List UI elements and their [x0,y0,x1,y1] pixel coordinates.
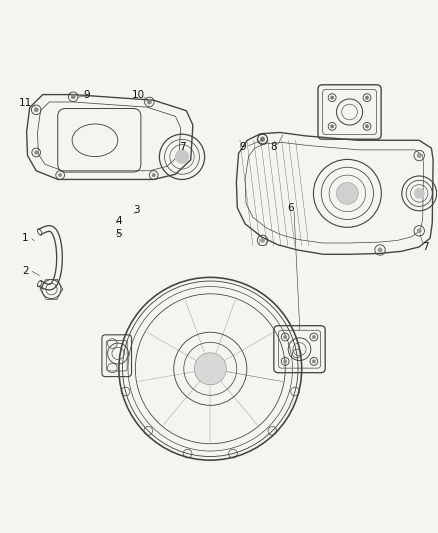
Circle shape [312,335,316,339]
Text: 8: 8 [270,142,277,152]
Circle shape [147,100,152,104]
Circle shape [175,150,189,164]
Circle shape [34,108,39,112]
Circle shape [71,94,75,99]
Circle shape [417,229,421,233]
Text: 1: 1 [22,233,28,243]
Text: 11: 11 [19,98,32,108]
Circle shape [336,182,358,204]
Circle shape [330,96,334,99]
Circle shape [260,238,265,243]
Circle shape [417,154,421,158]
Circle shape [283,335,287,339]
Circle shape [414,188,424,199]
Circle shape [378,248,382,252]
Text: 5: 5 [116,229,122,239]
Circle shape [35,151,38,154]
Text: 7: 7 [422,242,429,252]
Text: 7: 7 [179,142,185,152]
Circle shape [312,360,316,363]
Circle shape [152,173,155,177]
Text: 9: 9 [83,90,89,100]
Circle shape [58,173,62,177]
Text: 9: 9 [240,142,246,152]
Text: 3: 3 [133,205,140,215]
Text: 10: 10 [132,90,145,100]
Circle shape [365,96,369,99]
Circle shape [260,137,265,142]
Circle shape [283,360,287,363]
Text: 6: 6 [287,203,294,213]
Circle shape [330,125,334,128]
Circle shape [194,353,226,385]
Text: 2: 2 [22,266,28,276]
Circle shape [365,125,369,128]
Circle shape [260,137,265,141]
Text: 4: 4 [116,216,122,226]
